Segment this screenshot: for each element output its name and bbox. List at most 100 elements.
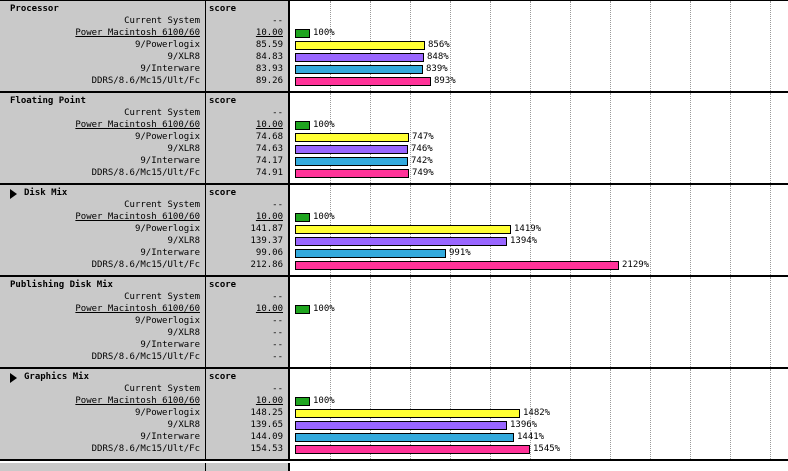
score-column: score -- 10.00 148.25 139.65 144.09 154.53 [206, 369, 290, 459]
score-value: 89.26 [255, 76, 283, 86]
grid-line [770, 277, 771, 367]
machine-name: Current System [124, 200, 200, 210]
score-value: 83.93 [255, 64, 283, 74]
grid-line [490, 93, 491, 183]
result-bar [295, 305, 310, 314]
machine-name: DDRS/8.6/Mc15/Ult/Fc [91, 168, 200, 178]
grid-line [650, 1, 651, 91]
grid-line [610, 369, 611, 459]
score-value: 154.53 [250, 444, 283, 454]
score-value: 85.59 [255, 40, 283, 50]
result-bar [295, 237, 507, 246]
percent-label: 746% [411, 144, 433, 154]
score-value: -- [272, 340, 283, 350]
score-value: 10.00 [255, 396, 283, 406]
percent-label: 1419% [514, 224, 542, 234]
machine-name: Current System [124, 292, 200, 302]
machine-label-column: Floating Point Current System Power Macint… [0, 93, 206, 183]
grid-line [650, 369, 651, 459]
grid-line [570, 369, 571, 459]
grid-line [530, 369, 531, 459]
score-value: 10.00 [255, 304, 283, 314]
grid-line [770, 93, 771, 183]
machine-name: 9/Interware [140, 156, 200, 166]
score-value: 139.65 [250, 420, 283, 430]
grid-line [730, 277, 731, 367]
grid-line [570, 277, 571, 367]
percent-label: 100% [313, 120, 335, 130]
section-title: Disk Mix [24, 188, 68, 198]
machine-name[interactable]: Power Macintosh 6100/60 [75, 120, 200, 130]
score-value: 10.00 [255, 28, 283, 38]
score-value: 74.17 [255, 156, 283, 166]
score-value: -- [272, 328, 283, 338]
grid-line [450, 277, 451, 367]
percent-label: 1396% [510, 420, 538, 430]
bar-graph-area: 100% [290, 277, 788, 367]
result-bar [295, 77, 431, 86]
machine-label-column: Processor Current System Power Macintosh 6… [0, 1, 206, 91]
machine-name[interactable]: Power Macintosh 6100/60 [75, 28, 200, 38]
disclosure-triangle-icon[interactable] [10, 189, 17, 199]
next-section-stub [0, 463, 788, 471]
machine-name[interactable]: Power Macintosh 6100/60 [75, 304, 200, 314]
grid-line [570, 1, 571, 91]
benchmark-section: Floating Point Current System Power Macint… [0, 93, 788, 185]
score-value: -- [272, 352, 283, 362]
score-value: 84.83 [255, 52, 283, 62]
score-value: 74.63 [255, 144, 283, 154]
machine-name: 9/Interware [140, 248, 200, 258]
machine-name: 9/Powerlogix [134, 224, 200, 234]
result-bar [295, 213, 310, 222]
grid-line [770, 1, 771, 91]
score-value: 141.87 [250, 224, 283, 234]
machine-name: 9/Interware [140, 64, 200, 74]
grid-line [490, 277, 491, 367]
bar-graph-area: 100% 1419% 1394% 991% 2129% [290, 185, 788, 275]
score-value: 10.00 [255, 212, 283, 222]
result-bar [295, 421, 507, 430]
machine-label-column [0, 463, 206, 471]
percent-label: 749% [412, 168, 434, 178]
grid-line [650, 277, 651, 367]
machine-name: Current System [124, 108, 200, 118]
machine-name[interactable]: Power Macintosh 6100/60 [75, 212, 200, 222]
result-bar [295, 261, 619, 270]
score-column: score -- 10.00 -- -- -- -- [206, 277, 290, 367]
score-value: -- [272, 108, 283, 118]
percent-label: 747% [412, 132, 434, 142]
score-value: -- [272, 384, 283, 394]
score-value: 144.09 [250, 432, 283, 442]
machine-name: DDRS/8.6/Mc15/Ult/Fc [91, 444, 200, 454]
result-bar [295, 409, 520, 418]
machine-name[interactable]: Power Macintosh 6100/60 [75, 396, 200, 406]
result-bar [295, 169, 409, 178]
machine-name: Current System [124, 16, 200, 26]
grid-line [450, 1, 451, 91]
machine-label-column: Graphics Mix Current System Power Macintos… [0, 369, 206, 459]
percent-label: 1394% [510, 236, 538, 246]
grid-line [610, 185, 611, 275]
benchmark-section: Disk Mix Current System Power Macintosh 61… [0, 185, 788, 277]
disclosure-triangle-icon[interactable] [10, 373, 17, 383]
percent-label: 2129% [622, 260, 650, 270]
result-bar [295, 249, 446, 258]
grid-line [490, 1, 491, 91]
score-column [206, 463, 290, 471]
result-bar [295, 157, 408, 166]
grid-line [610, 93, 611, 183]
score-value: -- [272, 292, 283, 302]
machine-name: 9/Powerlogix [134, 40, 200, 50]
score-column-header: score [209, 280, 237, 290]
bar-graph-area: 100% 856% 848% 839% 893% [290, 1, 788, 91]
machine-name: 9/XLR8 [167, 144, 200, 154]
percent-label: 100% [313, 28, 335, 38]
machine-name: DDRS/8.6/Mc15/Ult/Fc [91, 260, 200, 270]
score-column-header: score [209, 372, 237, 382]
grid-line [330, 277, 331, 367]
score-column: score -- 10.00 85.59 84.83 83.93 89.26 [206, 1, 290, 91]
score-value: 148.25 [250, 408, 283, 418]
section-title: Floating Point [10, 96, 86, 106]
score-value: 74.68 [255, 132, 283, 142]
score-value: 10.00 [255, 120, 283, 130]
